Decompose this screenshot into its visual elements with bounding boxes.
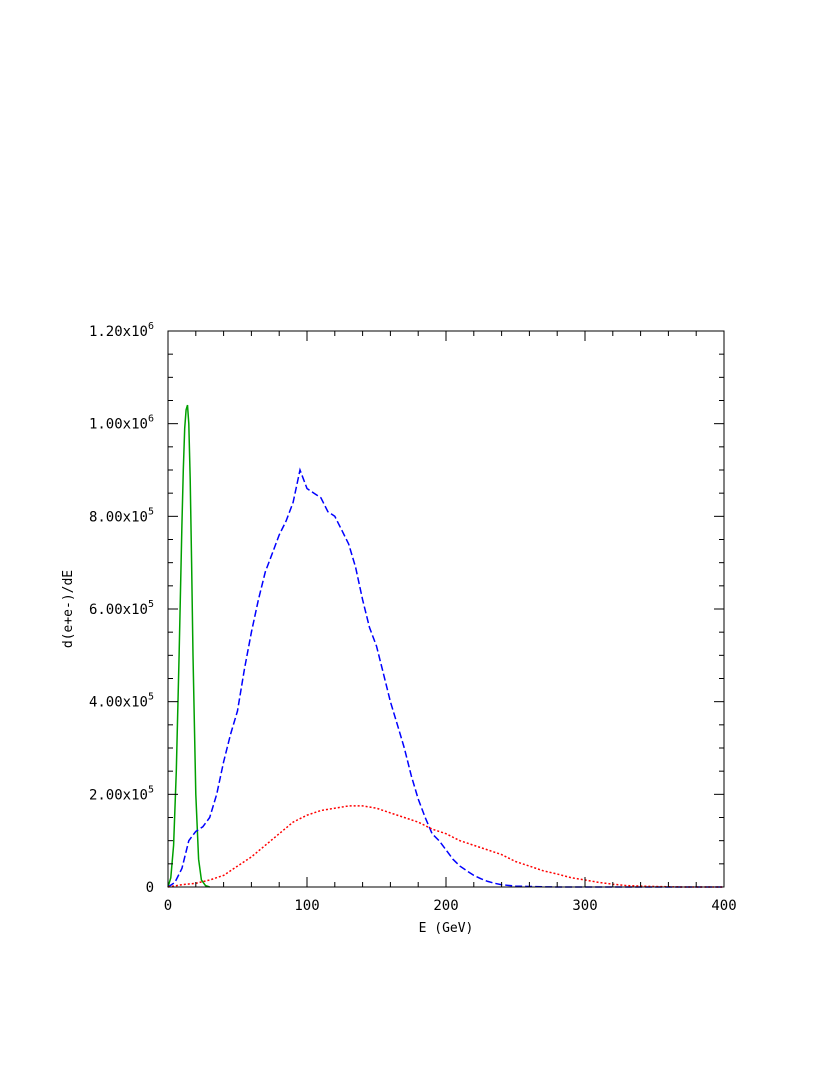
y-tick-label: 1.20x106 (89, 321, 154, 340)
x-tick-label: 200 (433, 898, 458, 914)
x-tick-label: 300 (572, 898, 597, 914)
y-tick-label: 1.00x106 (89, 414, 154, 433)
series-line-2 (167, 805, 724, 888)
y-axis-title: d(e+e-)/dE (61, 570, 76, 648)
tick-labels-layer: 0 100 200 300 400 0 2.00x105 4.00x105 6.00x105 8.… (89, 321, 737, 914)
ticks-layer (167, 330, 725, 888)
x-tick-label: 100 (294, 898, 319, 914)
series-layer (167, 404, 724, 888)
series-line-1 (167, 467, 724, 888)
plot-frame (167, 330, 725, 888)
y-tick-label: 2.00x105 (89, 784, 154, 803)
y-tick-label: 6.00x105 (89, 599, 154, 618)
x-axis-title: E (GeV) (419, 921, 474, 936)
x-tick-label: 0 (164, 898, 172, 914)
x-tick-label: 400 (711, 898, 736, 914)
series-line-0 (167, 404, 210, 888)
y-tick-label: 8.00x105 (89, 506, 154, 525)
y-tick-label: 4.00x105 (89, 692, 154, 711)
y-tick-label: 0 (146, 880, 154, 896)
